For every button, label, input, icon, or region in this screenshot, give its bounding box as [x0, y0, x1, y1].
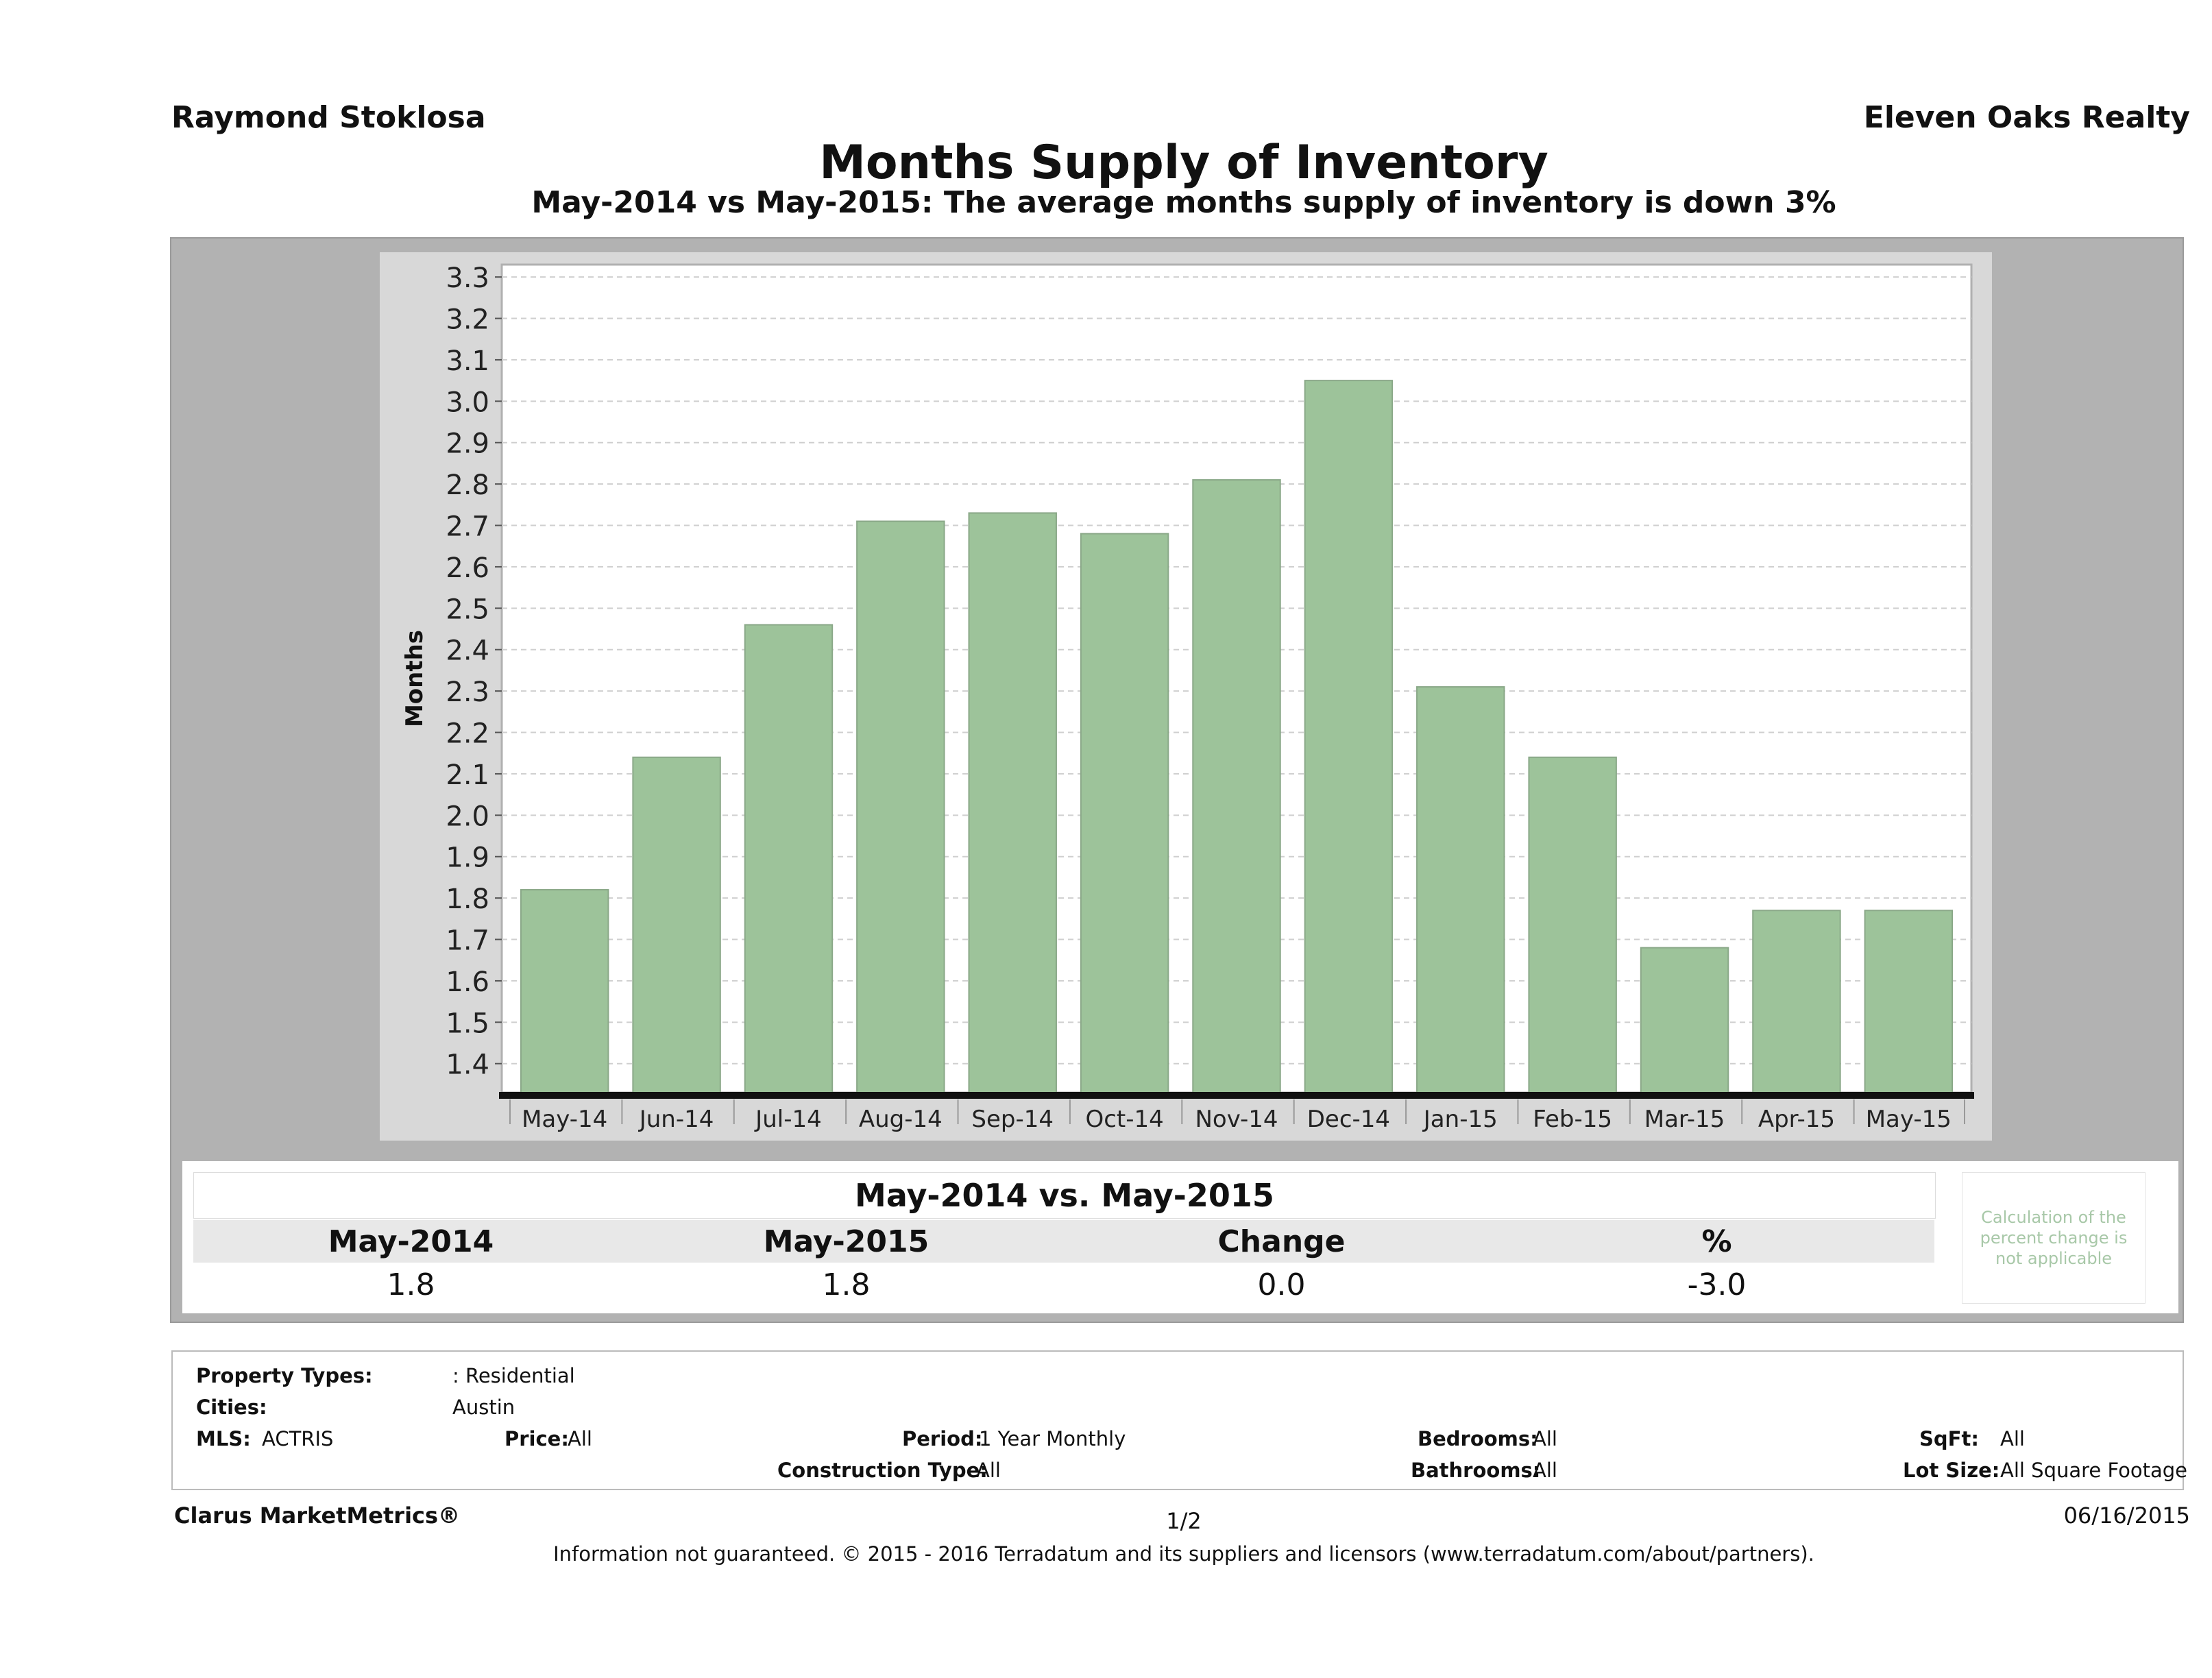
construction-type-label: Construction Type:	[777, 1459, 988, 1482]
brokerage-name: Eleven Oaks Realty	[1863, 100, 2190, 135]
comparison-value-cell: 1.8	[822, 1267, 871, 1302]
bar	[968, 512, 1057, 1093]
cities-value: Austin	[452, 1396, 515, 1419]
comparison-value-cell: -3.0	[1687, 1267, 1747, 1302]
y-tick-label: 2.8	[446, 470, 489, 501]
y-tick-label: 2.7	[446, 511, 489, 543]
x-tick-label: Dec-14	[1307, 1106, 1390, 1133]
x-tick-label: Jul-14	[754, 1106, 822, 1133]
x-tick-label: Jan-15	[1422, 1106, 1498, 1133]
bar-chart: 1.4 1.5 1.6 1.7 1.8 1.9 2.0 2.1 2.2 2.3 2.4 2.5 2.6 2…	[401, 263, 1974, 1133]
bar	[520, 889, 609, 1093]
comparison-header-cell: May-2014	[328, 1224, 494, 1259]
x-tick-label: May-14	[522, 1106, 607, 1133]
bedrooms-value: All	[1533, 1427, 1557, 1450]
period-value: 1 Year Monthly	[979, 1427, 1126, 1450]
bar	[1528, 756, 1617, 1093]
x-tick-label: May-15	[1866, 1106, 1952, 1133]
comparison-header-cell: %	[1701, 1224, 1732, 1259]
property-types-label: Property Types:	[196, 1364, 373, 1387]
x-tick-label: Mar-15	[1644, 1106, 1725, 1133]
comparison-value-cell: 0.0	[1257, 1267, 1306, 1302]
percent-change-note: Calculation of the percent change is not…	[1962, 1172, 2146, 1304]
comparison-header-cell: May-2015	[763, 1224, 929, 1259]
page-number: 1/2	[1166, 1508, 1202, 1534]
x-tick-label: Apr-15	[1758, 1106, 1835, 1133]
y-tick-label: 2.4	[446, 635, 489, 667]
y-tick-label: 2.3	[446, 677, 489, 708]
bar	[632, 756, 721, 1093]
bar	[1640, 947, 1729, 1093]
y-tick-label: 2.1	[446, 759, 489, 791]
report-date: 06/16/2015	[2063, 1503, 2190, 1529]
sqft-value: All	[2000, 1427, 2025, 1450]
comparison-header-cell: Change	[1217, 1224, 1346, 1259]
bathrooms-value: All	[1533, 1459, 1557, 1482]
comparison-value-row: 1.8 1.8 0.0 -3.0	[193, 1265, 1934, 1304]
comparison-header-row: May-2014 May-2015 Change %	[193, 1220, 1934, 1263]
chart-area: 1.4 1.5 1.6 1.7 1.8 1.9 2.0 2.1 2.2 2.3 2.4 2.5 2.6 2…	[380, 252, 1992, 1141]
y-tick-label: 2.6	[446, 552, 489, 584]
y-tick-label: 1.8	[446, 884, 489, 915]
y-tick-label: 2.9	[446, 428, 489, 460]
x-tick-label: Aug-14	[859, 1106, 943, 1133]
y-tick-label: 3.3	[446, 263, 489, 294]
y-tick-label: 3.1	[446, 345, 489, 377]
bar	[1416, 686, 1505, 1093]
disclaimer: Information not guaranteed. © 2015 - 201…	[553, 1542, 1814, 1566]
lot-size-value: All Square Footage	[2000, 1459, 2188, 1482]
comparison-title: May-2014 vs. May-2015	[193, 1172, 1936, 1219]
y-tick-label: 1.7	[446, 925, 489, 957]
report-title: Months Supply of Inventory	[819, 136, 1548, 190]
bar	[744, 624, 834, 1093]
bar	[1752, 910, 1841, 1093]
y-tick-label: 2.5	[446, 594, 489, 625]
bedrooms-label: Bedrooms:	[1418, 1427, 1538, 1450]
comparison-value-cell: 1.8	[387, 1267, 435, 1302]
mls-value: ACTRIS	[262, 1427, 334, 1450]
y-tick-label: 3.0	[446, 387, 489, 418]
sqft-label: SqFt:	[1919, 1427, 1979, 1450]
y-tick-label: 2.2	[446, 718, 489, 750]
price-value: All	[568, 1427, 592, 1450]
period-label: Period:	[902, 1427, 983, 1450]
bathrooms-label: Bathrooms:	[1411, 1459, 1541, 1482]
y-tick-label: 2.0	[446, 801, 489, 832]
y-tick-label: 1.4	[446, 1049, 489, 1081]
bar	[1080, 533, 1169, 1094]
search-criteria-box	[171, 1350, 2184, 1490]
y-tick-label: 1.5	[446, 1008, 489, 1039]
bar	[1304, 380, 1394, 1093]
bar	[1864, 910, 1954, 1093]
lot-size-label: Lot Size:	[1903, 1459, 2000, 1482]
cities-label: Cities:	[196, 1396, 267, 1419]
y-tick-label: 3.2	[446, 304, 489, 336]
x-tick-label: Feb-15	[1533, 1106, 1612, 1133]
property-types-value: : Residential	[452, 1364, 575, 1387]
agent-name: Raymond Stoklosa	[171, 100, 486, 135]
bar	[1192, 479, 1281, 1093]
mls-label: MLS:	[196, 1427, 251, 1450]
price-label: Price:	[505, 1427, 569, 1450]
y-tick-label: 1.6	[446, 966, 489, 998]
x-tick-label: Jun-14	[638, 1106, 714, 1133]
x-tick-label: Sep-14	[971, 1106, 1054, 1133]
construction-type-value: All	[976, 1459, 1001, 1482]
report-subtitle: May-2014 vs May-2015: The average months…	[531, 185, 1836, 220]
x-tick-label: Oct-14	[1085, 1106, 1163, 1133]
footer-brand: Clarus MarketMetrics®	[174, 1503, 461, 1529]
y-axis-label: Months	[401, 630, 428, 727]
x-tick-label: Nov-14	[1195, 1106, 1278, 1133]
y-tick-label: 1.9	[446, 842, 489, 874]
bar	[856, 520, 945, 1094]
